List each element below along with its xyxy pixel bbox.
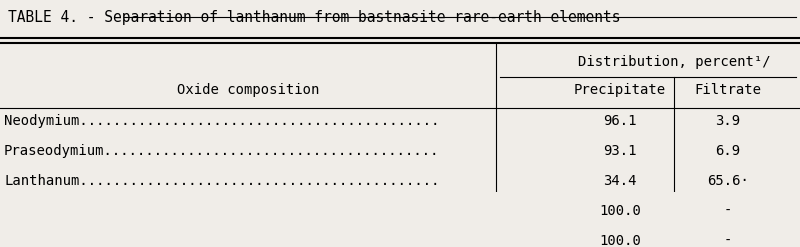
Text: 34.4: 34.4 — [603, 174, 637, 188]
Text: -: - — [724, 204, 732, 218]
Text: Oxide composition: Oxide composition — [177, 83, 319, 98]
Text: -: - — [724, 234, 732, 247]
Text: Precipitate: Precipitate — [574, 83, 666, 98]
Text: Neodymium...........................................: Neodymium...............................… — [4, 114, 439, 128]
Text: 93.1: 93.1 — [603, 144, 637, 158]
Text: TABLE 4. - Separation of lanthanum from bastnasite rare-earth elements: TABLE 4. - Separation of lanthanum from … — [8, 10, 621, 25]
Text: Distribution, percent¹/: Distribution, percent¹/ — [578, 55, 770, 69]
Text: 6.9: 6.9 — [715, 144, 741, 158]
Text: 96.1: 96.1 — [603, 114, 637, 128]
Text: Cerium..............................................: Cerium..................................… — [4, 204, 439, 218]
Text: Samarium............................................: Samarium................................… — [4, 234, 439, 247]
Text: Praseodymium........................................: Praseodymium............................… — [4, 144, 439, 158]
Text: 3.9: 3.9 — [715, 114, 741, 128]
Text: Lanthanum...........................................: Lanthanum...............................… — [4, 174, 439, 188]
Text: 100.0: 100.0 — [599, 234, 641, 247]
Text: 65.6·: 65.6· — [707, 174, 749, 188]
Text: 100.0: 100.0 — [599, 204, 641, 218]
Text: Filtrate: Filtrate — [694, 83, 762, 98]
